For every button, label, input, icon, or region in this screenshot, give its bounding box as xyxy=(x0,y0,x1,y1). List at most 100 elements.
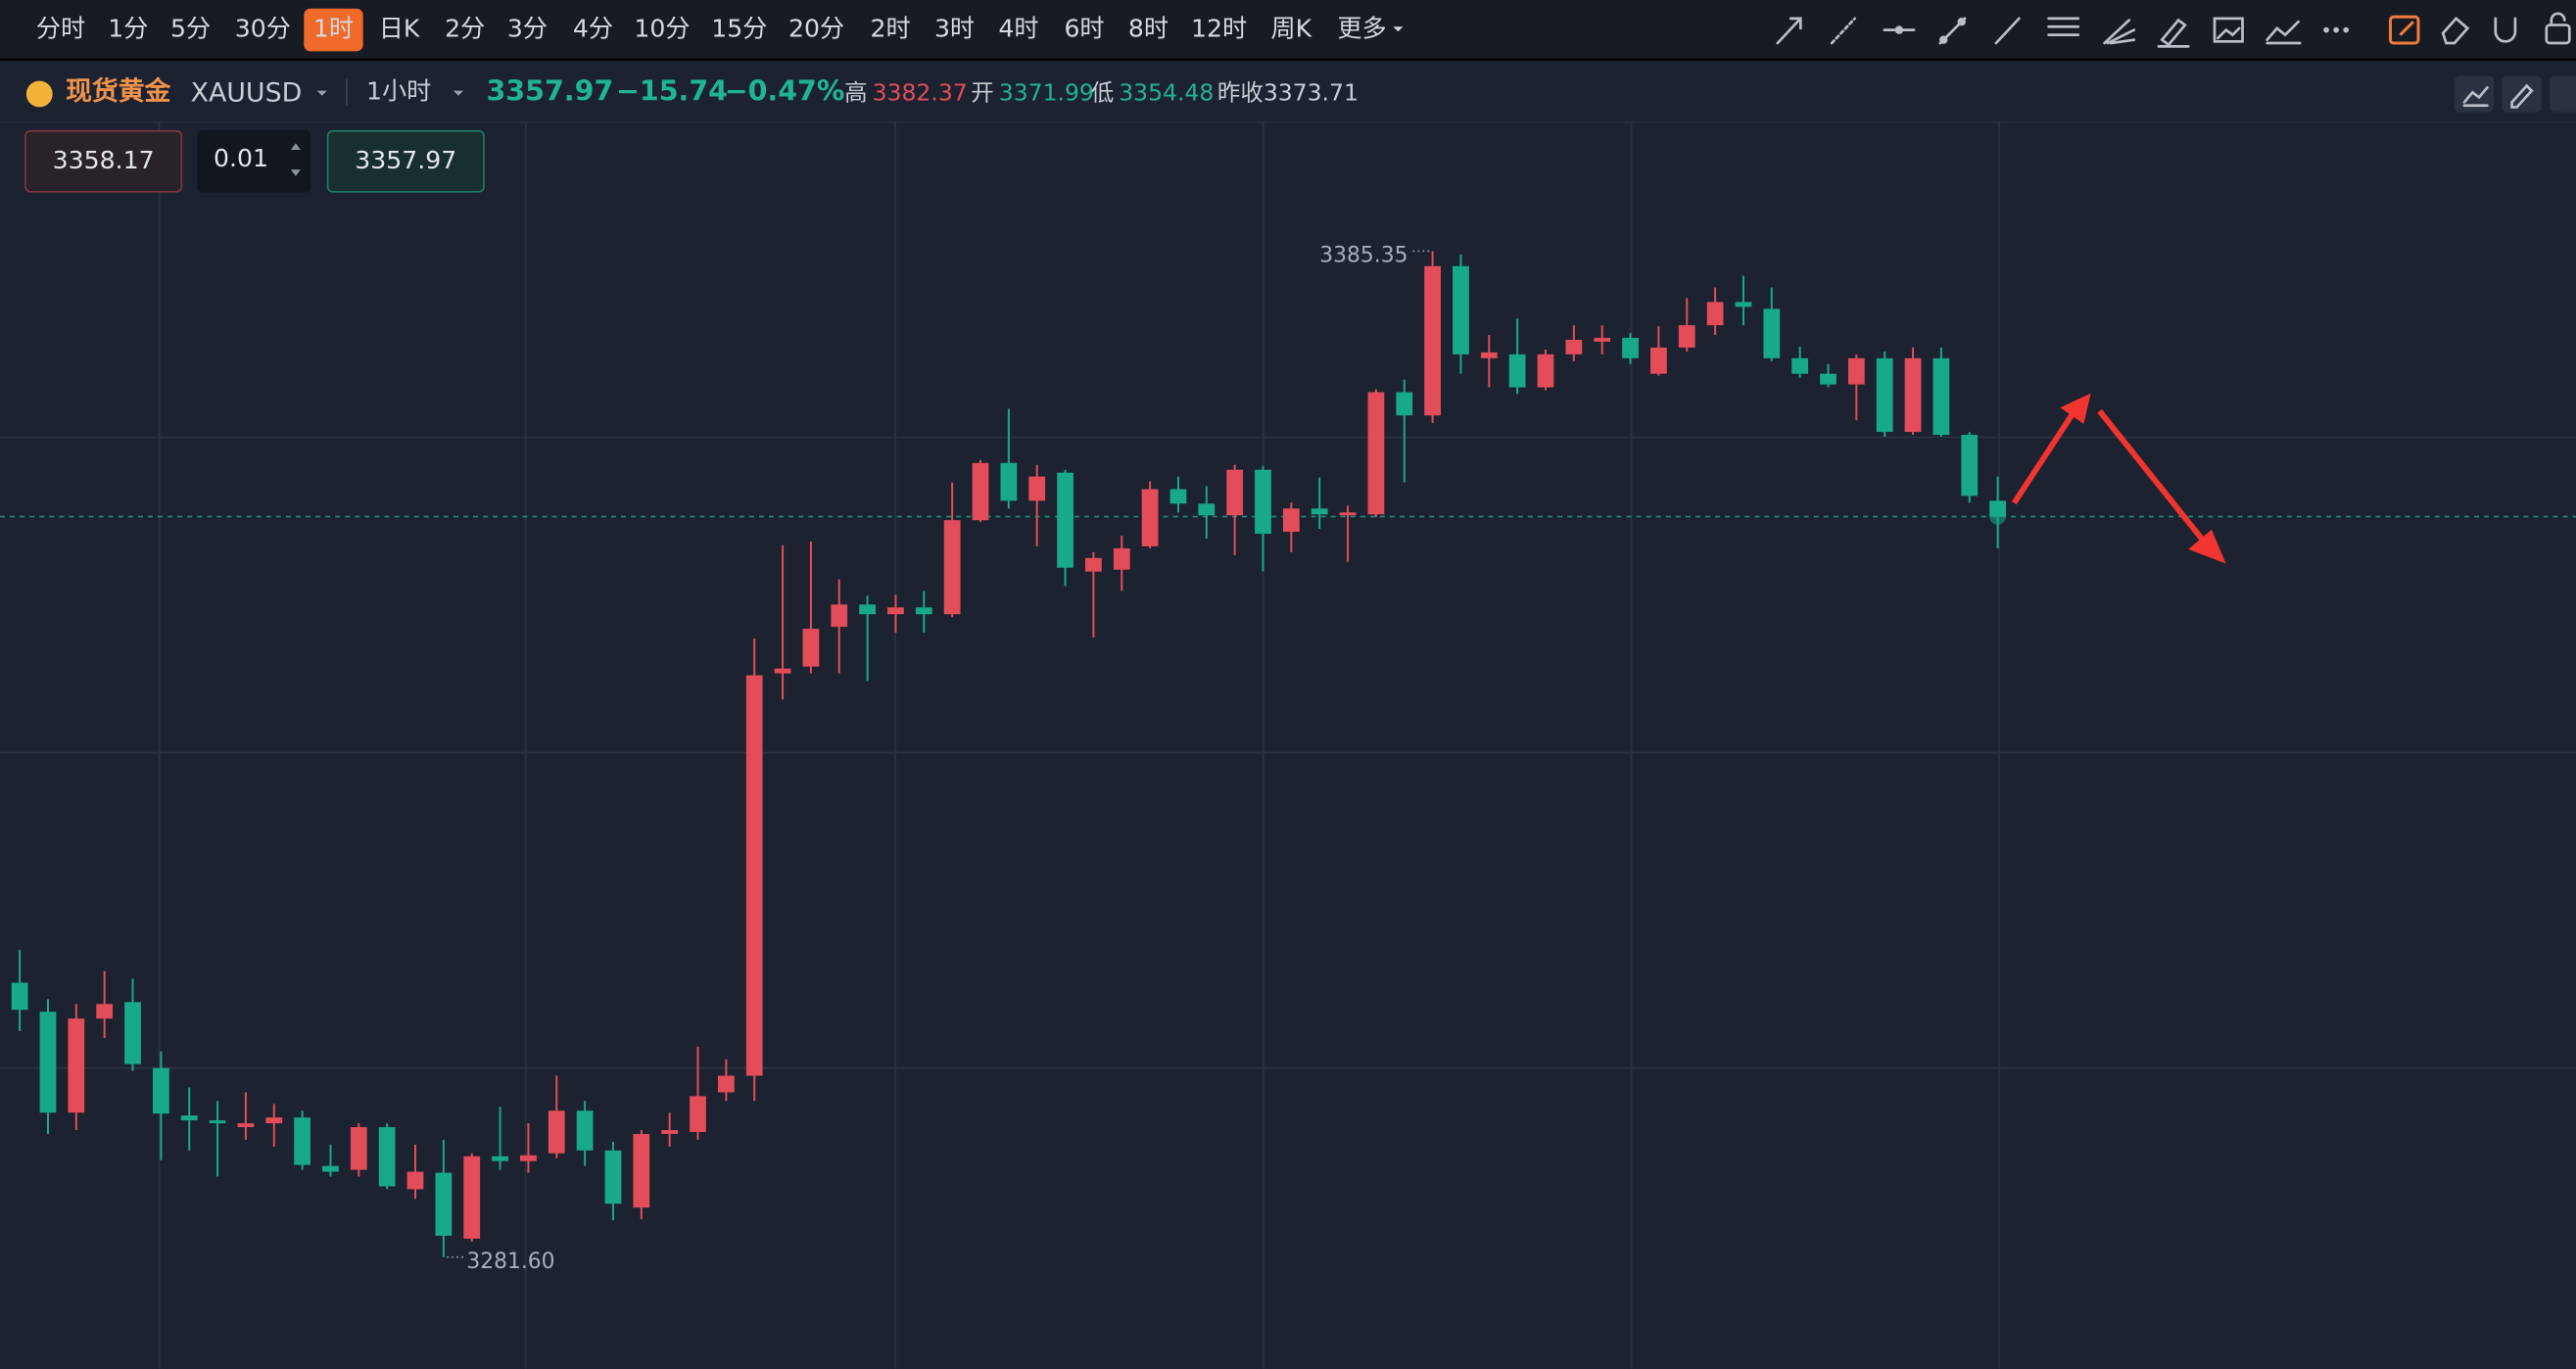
timeframe[interactable]: 3时 xyxy=(934,15,975,43)
candle-body xyxy=(1255,469,1271,535)
candle-body xyxy=(831,604,848,628)
candle-body xyxy=(1508,354,1526,388)
buy-box[interactable] xyxy=(326,129,485,193)
timeframe[interactable]: 2分 xyxy=(445,15,485,43)
symbol-icon xyxy=(25,80,53,108)
candle-body xyxy=(1820,373,1837,385)
candle-body xyxy=(1904,357,1922,433)
candles: 3385.35 3281.60 xyxy=(0,243,2576,1274)
toolbar xyxy=(0,0,2576,60)
header-buttons[interactable] xyxy=(2454,75,2576,113)
buy-price[interactable]: 3357.97 xyxy=(355,146,456,174)
candle-body xyxy=(717,1075,735,1093)
candle-body xyxy=(1622,338,1639,358)
candle-body xyxy=(1367,392,1385,515)
stat-value: 3371.99 xyxy=(999,79,1094,107)
stat-value: 3373.71 xyxy=(1264,79,1359,107)
candle-body xyxy=(548,1110,565,1154)
candle-body xyxy=(1961,435,1979,496)
candle-body xyxy=(633,1133,650,1208)
stat-value: 3354.48 xyxy=(1119,79,1214,107)
timeframe[interactable]: 1时 xyxy=(313,15,354,43)
candle-body xyxy=(1226,469,1244,516)
candle-body xyxy=(690,1096,706,1132)
stat-label: 开 xyxy=(971,79,993,107)
timeframe[interactable]: 5分 xyxy=(170,15,211,43)
candle-body xyxy=(604,1150,622,1204)
timeframe[interactable]: 12时 xyxy=(1191,15,1247,43)
timeframe[interactable]: 30分 xyxy=(235,15,291,43)
candle-body xyxy=(1876,357,1893,433)
candle-body xyxy=(463,1156,481,1239)
candle-body xyxy=(859,604,876,615)
candle-body xyxy=(1141,489,1159,546)
candle-body xyxy=(1396,392,1413,416)
price-change: −15.74 xyxy=(616,74,728,107)
timeframe[interactable]: 4分 xyxy=(573,15,613,43)
candle-body xyxy=(322,1165,339,1172)
candle-body xyxy=(1763,308,1781,358)
candle-body xyxy=(972,462,989,521)
timeframe[interactable]: 3分 xyxy=(507,15,548,43)
candle-body xyxy=(1169,489,1187,504)
candle-body xyxy=(1339,512,1357,516)
candle-body xyxy=(1113,547,1130,570)
candle-body xyxy=(1480,352,1498,358)
candle-body xyxy=(915,607,932,615)
more-caret xyxy=(1393,26,1404,32)
grid xyxy=(0,121,2576,1369)
timeframe[interactable]: 6时 xyxy=(1064,15,1104,43)
candle-body xyxy=(943,520,961,615)
symbol-name[interactable]: 现货黄金 xyxy=(66,75,170,107)
candle-body xyxy=(1791,357,1809,374)
timeframe[interactable]: 10分 xyxy=(634,15,690,43)
drawing-tools[interactable] xyxy=(1776,12,2571,48)
candle-body xyxy=(1678,325,1695,348)
stat-label: 低 xyxy=(1091,79,1114,107)
more-button[interactable]: 更多 xyxy=(1337,15,1386,43)
candle-body xyxy=(745,675,763,1076)
candle-body xyxy=(576,1110,594,1151)
timeframe[interactable]: 15分 xyxy=(711,15,767,43)
quantity-box[interactable] xyxy=(197,129,311,193)
timeframe[interactable]: 1分 xyxy=(108,15,148,43)
candle-body xyxy=(350,1127,367,1170)
quantity-stepper[interactable] xyxy=(290,143,301,176)
sell-box[interactable] xyxy=(24,129,183,193)
candle-body xyxy=(1706,302,1724,326)
timeframe[interactable]: 日K xyxy=(379,15,421,43)
candle-body xyxy=(1282,508,1300,533)
candle-body xyxy=(1650,347,1667,374)
candle-body xyxy=(661,1130,679,1134)
candle-body xyxy=(1453,265,1469,354)
candle-body xyxy=(1565,340,1583,354)
candle-body xyxy=(1198,503,1216,516)
symbol-caret xyxy=(316,90,327,96)
selected-timeframe-bg xyxy=(304,8,363,52)
timeframe[interactable]: 分时 xyxy=(36,15,85,43)
sell-price[interactable]: 3358.17 xyxy=(53,146,155,174)
stats: 高 3382.37 开 3371.99低 3354.48 昨收 3373.71 xyxy=(844,79,1359,107)
timeframe[interactable]: 4时 xyxy=(998,15,1038,43)
price-change-pct: −0.47% xyxy=(725,74,845,107)
current-price-dot xyxy=(1989,508,2006,525)
timeframe[interactable]: 8时 xyxy=(1128,15,1169,43)
min-label: 3281.60 xyxy=(466,1250,554,1274)
interval[interactable]: 1小时 xyxy=(366,76,431,105)
candle-body xyxy=(1537,354,1554,388)
symbol-code[interactable]: XAUUSD xyxy=(191,78,303,109)
timeframe[interactable]: 2时 xyxy=(871,15,911,43)
drawn-arrows xyxy=(2011,393,2226,564)
candle-body xyxy=(406,1171,424,1190)
candle-body xyxy=(294,1117,311,1165)
candle-body xyxy=(265,1117,283,1124)
candle-body xyxy=(124,1002,141,1064)
candle-body xyxy=(68,1018,85,1113)
stat-label: 高 xyxy=(844,79,867,107)
candle-body xyxy=(1000,462,1018,501)
timeframe[interactable]: 周K xyxy=(1271,15,1313,43)
quantity[interactable]: 0.01 xyxy=(214,144,268,172)
timeframe[interactable]: 20分 xyxy=(788,15,844,43)
candle-body xyxy=(96,1004,114,1019)
candle-body xyxy=(435,1172,453,1236)
